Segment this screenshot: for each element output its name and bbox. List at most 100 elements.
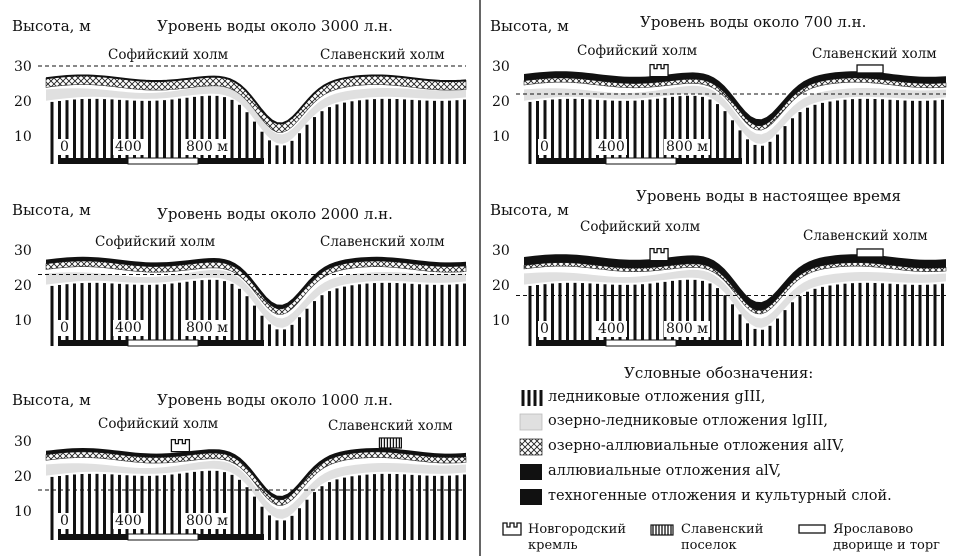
panel-4-alluvial-layer: [524, 71, 946, 126]
panel-3-hill-right: Славенский холм: [328, 418, 453, 434]
panel-1-tick-30: 30: [14, 59, 32, 75]
panel-5-scale-800: 800 м: [664, 321, 711, 337]
panel-4-glacial-stripes: [528, 95, 944, 164]
legend-label-alluvial: аллювиальные отложения alV,: [548, 463, 782, 479]
panel-5-profile: [516, 248, 947, 347]
legend-slaven-settlement-icon: [650, 524, 674, 536]
legend-kremlin-label-2: кремль: [528, 538, 578, 553]
panel-5-title: Уровень воды в настоящее время: [636, 187, 902, 205]
panel-3-mark-left-kremlin-icon: [170, 439, 191, 453]
panel-4-ylabel: Высота, м: [490, 17, 569, 35]
panel-3-scale-400: 400: [113, 513, 144, 529]
panel-4-tick-20: 20: [492, 94, 510, 110]
panel-4-tick-30: 30: [492, 59, 510, 75]
panel-1-hill-right: Славенский холм: [320, 47, 445, 63]
legend-kremlin-icon: [502, 522, 522, 536]
legend-yaroslav-label-1: Ярославово: [833, 522, 914, 537]
panel-3-hill-left: Софийский холм: [98, 416, 219, 432]
panel-4-scale-400: 400: [596, 139, 627, 155]
panel-2-tick-10: 10: [14, 313, 32, 329]
panel-5-hill-right: Славенский холм: [803, 228, 928, 244]
panel-4-lake-glacial-layer: [524, 85, 946, 144]
panel-5-scale-400: 400: [596, 321, 627, 337]
panel-2-hill-right: Славенский холм: [320, 234, 445, 250]
legend-label-technogenic: техногенные отложения и культурный слой.: [548, 488, 892, 504]
legend-label-glacial: ледниковые отложения gIII,: [548, 389, 766, 405]
panel-1-lake-glacial-layer: [46, 85, 466, 144]
panel-4-scale-seg-2: [605, 157, 677, 165]
panel-1-scale-seg-1: [58, 158, 128, 164]
panel-4-hill-left: Софийский холм: [577, 43, 698, 59]
panel-5-tick-20: 20: [492, 278, 510, 294]
panel-3-tick-30: 30: [14, 434, 32, 450]
panel-5-lake-glacial-layer: [524, 269, 946, 328]
panel-3-alluvial-layer: [46, 448, 466, 500]
panel-2-scale-800: 800 м: [184, 320, 231, 336]
panel-5-scale-seg-2: [605, 339, 677, 347]
panel-2-scale-0: 0: [58, 320, 71, 336]
legend-yaroslav-icon: [798, 524, 826, 534]
panel-1-tick-10: 10: [14, 129, 32, 145]
panel-1-scale-800: 800 м: [184, 139, 231, 155]
panel-3-mark-right-slaven-settlement-icon: [378, 437, 402, 449]
panel-1-scale-0: 0: [58, 139, 71, 155]
panel-5-scale-seg-3: [676, 340, 742, 346]
panel-4-scale-seg-3: [676, 158, 742, 164]
panel-3-profile: [38, 437, 467, 541]
panel-5-alluvial-layer: [524, 254, 946, 311]
panel-5-scale-seg-1: [536, 340, 606, 346]
panel-5-ylabel: Высота, м: [490, 201, 569, 219]
panel-2-scale-400: 400: [113, 320, 144, 336]
legend-swatch-1-stripes: [520, 390, 543, 406]
panel-4-title: Уровень воды около 700 л.н.: [640, 13, 867, 31]
legend-swatch-5-black: [520, 489, 542, 505]
panel-3-tick-20: 20: [14, 469, 32, 485]
panel-1-title: Уровень воды около 3000 л.н.: [157, 17, 393, 35]
panel-1-ylabel: Высота, м: [12, 17, 91, 35]
panel-2-profile: [38, 256, 467, 347]
panel-4-scale-seg-1: [536, 158, 606, 164]
panel-3-scale-800: 800 м: [184, 513, 231, 529]
panel-1-scale-400: 400: [113, 139, 144, 155]
panel-1-scale-seg-3: [198, 158, 264, 164]
panel-4-mark-left-kremlin-icon: [649, 64, 669, 78]
panel-3-scale-seg-3: [198, 534, 264, 540]
panel-1-surface-line: [45, 74, 467, 125]
legend-slaven-label-1: Славенский: [681, 522, 764, 537]
panel-2-scale-seg-3: [198, 340, 264, 346]
legend-swatch-3-crosshatch: [519, 438, 543, 456]
panel-3-scale-seg-2: [127, 533, 199, 541]
panel-3-scale-0: 0: [58, 513, 71, 529]
panel-2-scale-seg-1: [58, 340, 128, 346]
legend-slaven-label-2: поселок: [681, 538, 737, 553]
panel-5-tick-30: 30: [492, 243, 510, 259]
legend-kremlin-label-1: Новгородский: [528, 522, 627, 537]
panel-4-hill-right: Славенский холм: [812, 46, 937, 62]
panel-4-scale-800: 800 м: [664, 139, 711, 155]
panel-4-profile: [516, 64, 947, 165]
panel-4-tick-10: 10: [492, 129, 510, 145]
panel-2-title: Уровень воды около 2000 л.н.: [157, 205, 393, 223]
panel-3-scale-seg-1: [58, 534, 128, 540]
panel-1-tick-20: 20: [14, 94, 32, 110]
panel-5-tick-10: 10: [492, 313, 510, 329]
panel-2-scale-seg-2: [127, 339, 199, 347]
panel-3-title: Уровень воды около 1000 л.н.: [157, 391, 393, 409]
panel-2-tick-30: 30: [14, 243, 32, 259]
panel-4-mark-right-yaroslav-icon: [856, 64, 884, 74]
legend-label-lake-alluvial: озерно-аллювиальные отложения alIV,: [548, 438, 845, 454]
panel-1-scale-seg-2: [127, 157, 199, 165]
panel-3-tick-10: 10: [14, 504, 32, 520]
panel-5-mark-left-kremlin-icon: [649, 248, 669, 262]
panel-2-tick-20: 20: [14, 278, 32, 294]
panel-5-mark-right-yaroslav-icon: [856, 248, 884, 258]
panel-5-scale-0: 0: [538, 321, 551, 337]
panel-3-ylabel: Высота, м: [12, 391, 91, 409]
legend-yaroslav-label-2: дворище и торг: [833, 538, 940, 553]
panel-4-scale-0: 0: [538, 139, 551, 155]
legend-swatch-4-black: [520, 464, 542, 480]
panel-1-hill-left: Софийский холм: [108, 47, 229, 63]
panel-2-ylabel: Высота, м: [12, 201, 91, 219]
panel-2-lake-glacial-layer: [46, 269, 466, 328]
panel-1-profile: [38, 65, 467, 165]
